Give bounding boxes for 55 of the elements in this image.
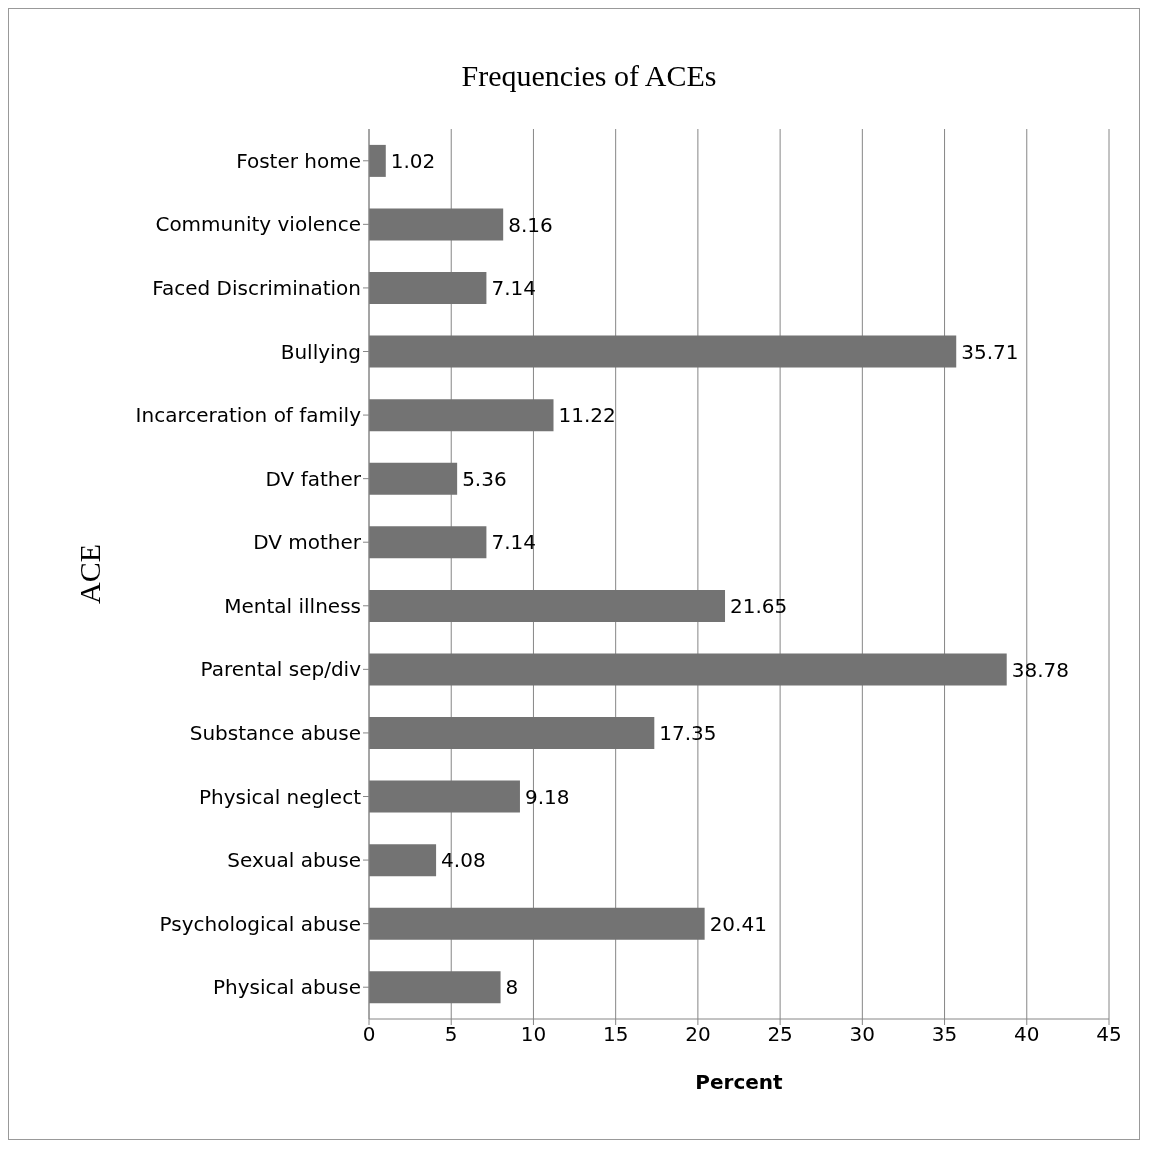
- bar: [369, 780, 520, 813]
- bar: [369, 971, 501, 1004]
- y-tick-label: Physical neglect: [198, 784, 362, 809]
- x-tick-label: 40: [1014, 1022, 1040, 1047]
- y-tick-label: Sexual abuse: [227, 848, 361, 873]
- data-label: 7.14: [491, 276, 536, 301]
- y-tick-label: Parental sep/div: [200, 657, 362, 682]
- y-tick-label: Psychological abuse: [159, 911, 361, 936]
- bar: [369, 653, 1007, 686]
- x-tick-label: 0: [362, 1022, 376, 1047]
- x-tick-label: 20: [685, 1022, 711, 1047]
- x-tick-label: 10: [520, 1022, 547, 1047]
- data-label: 9.18: [524, 784, 570, 809]
- bar: [369, 589, 726, 622]
- bar: [369, 844, 437, 877]
- x-tick-label: 25: [767, 1022, 793, 1047]
- bar: [369, 907, 705, 940]
- x-tick-label: 35: [931, 1022, 958, 1047]
- bar: [369, 208, 504, 241]
- bar: [369, 335, 957, 368]
- data-label: 21.65: [730, 593, 788, 618]
- y-tick-label: Substance abuse: [189, 721, 361, 746]
- bar: [369, 717, 655, 750]
- chart-title: Frequencies of ACEs: [460, 59, 718, 93]
- bar: [369, 272, 487, 305]
- data-label: 4.08: [441, 848, 486, 873]
- data-label: 35.71: [961, 339, 1019, 364]
- y-tick-label: Incarceration of family: [135, 403, 362, 428]
- y-tick-label: Bullying: [280, 339, 361, 364]
- data-label: 1.02: [390, 148, 436, 173]
- bar: [369, 526, 487, 559]
- data-label: 8: [505, 975, 519, 1000]
- y-axis-title: ACE: [72, 544, 106, 604]
- data-label: 7.14: [491, 530, 536, 555]
- y-tick-label: Faced Discrimination: [152, 276, 361, 301]
- bar: [369, 144, 386, 177]
- x-axis-title: Percent: [695, 1070, 784, 1094]
- bar: [369, 399, 554, 432]
- data-label: 5.36: [462, 466, 507, 491]
- data-label: 11.22: [558, 403, 616, 428]
- bar: [369, 462, 458, 495]
- data-label: 17.35: [659, 721, 717, 746]
- y-tick-label: DV mother: [253, 530, 362, 555]
- x-tick-label: 15: [602, 1022, 629, 1047]
- data-label: 20.41: [709, 911, 767, 936]
- x-tick-label: 5: [444, 1022, 458, 1047]
- y-tick-label: DV father: [265, 466, 362, 491]
- x-tick-label: 30: [849, 1022, 876, 1047]
- y-tick-label: Mental illness: [224, 593, 361, 618]
- data-label: 8.16: [508, 212, 553, 237]
- y-tick-label: Physical abuse: [212, 975, 361, 1000]
- y-tick-label: Community violence: [155, 212, 361, 237]
- y-tick-label: Foster home: [236, 148, 361, 173]
- x-tick-label: 45: [1096, 1022, 1122, 1047]
- data-label: 38.78: [1011, 657, 1069, 682]
